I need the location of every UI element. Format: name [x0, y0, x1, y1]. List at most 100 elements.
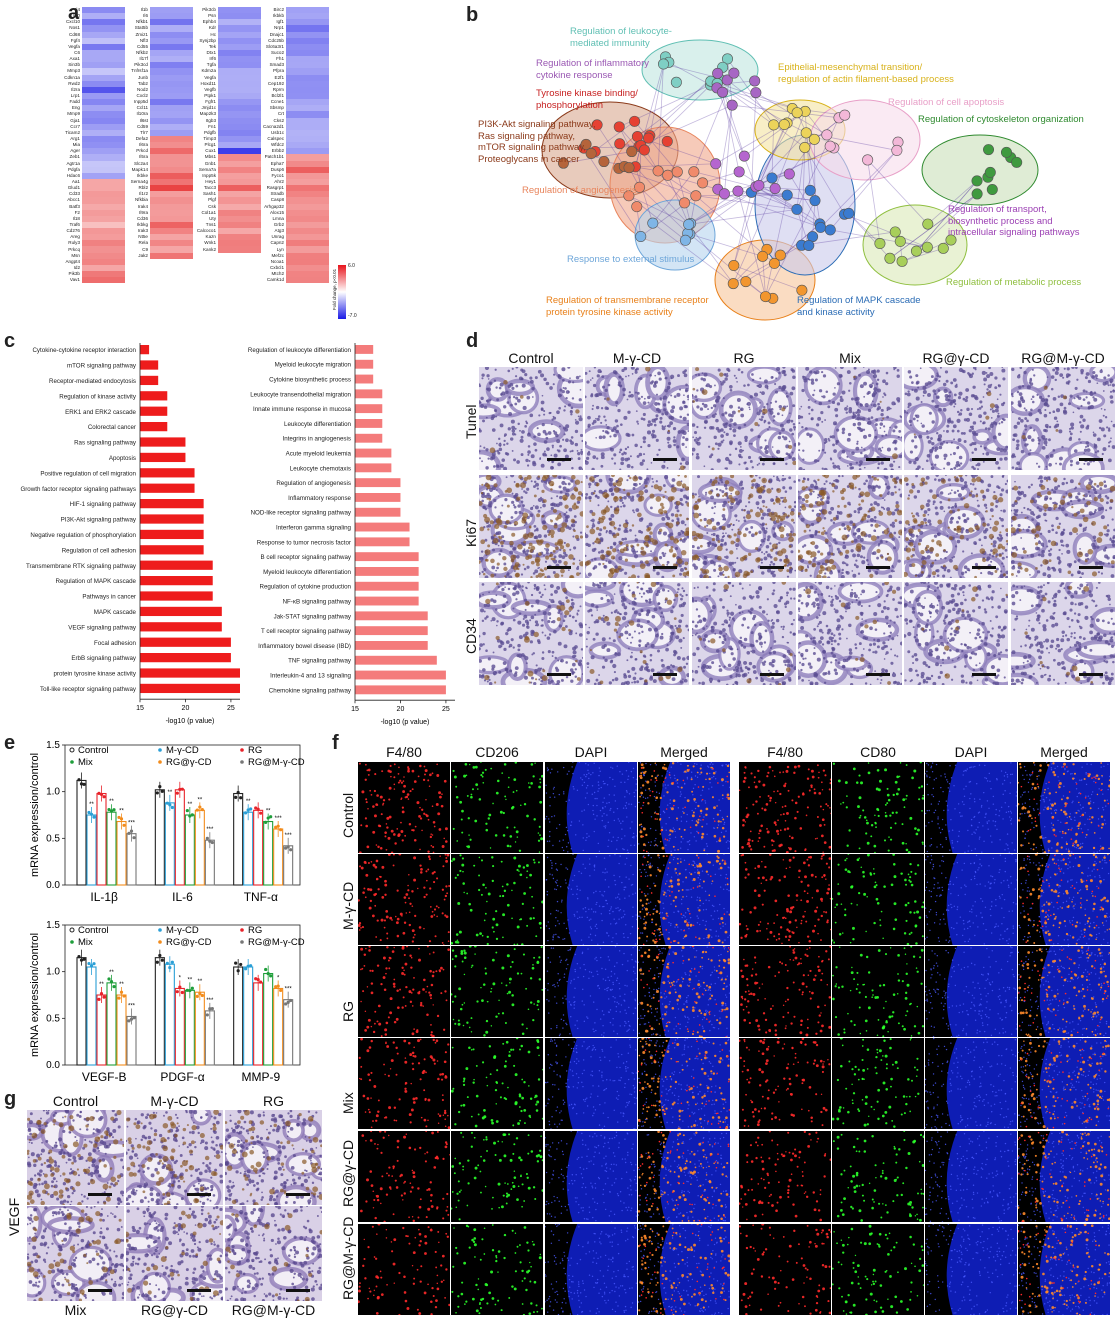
- nucleus: [631, 958, 633, 961]
- nucleus: [1031, 786, 1034, 789]
- nucleus: [1040, 844, 1042, 847]
- nucleus: [1089, 815, 1091, 818]
- signal-spot: [823, 841, 827, 844]
- nucleus: [1038, 775, 1040, 777]
- nucleus: [615, 897, 617, 899]
- nucleus: [661, 826, 663, 828]
- signal-spot: [490, 987, 493, 990]
- signal-spot: [708, 894, 711, 897]
- signal-spot: [697, 804, 700, 808]
- signal-spot: [1073, 887, 1076, 890]
- nucleus: [546, 815, 548, 818]
- signal-spot: [451, 860, 453, 863]
- signal-spot: [1089, 807, 1092, 810]
- heatmap-cell: [82, 178, 125, 186]
- signal-spot: [1064, 832, 1067, 835]
- nucleus: [552, 984, 554, 987]
- nucleus: [624, 863, 626, 865]
- signal-spot: [391, 950, 395, 953]
- nucleus: [664, 997, 666, 999]
- signal-spot: [904, 878, 907, 882]
- heatmap-cell: [218, 68, 261, 75]
- nucleus: [619, 995, 621, 997]
- signal-spot: [393, 776, 396, 779]
- heatmap-row: Pdgfb: [178, 129, 261, 136]
- nucleus: [937, 803, 940, 805]
- nucleus: [604, 868, 607, 870]
- heatmap-row: Sash1: [178, 191, 261, 198]
- nucleus: [651, 921, 653, 924]
- nucleus: [618, 910, 620, 912]
- network-label-line: Regulation of transport,: [948, 204, 1047, 215]
- nucleus: [1012, 901, 1015, 904]
- nucleus: [696, 899, 698, 901]
- nucleus: [1078, 810, 1080, 812]
- x-tick-label: 25: [442, 706, 450, 713]
- signal-spot: [862, 875, 866, 878]
- signal-spot: [393, 946, 395, 949]
- nucleus: [597, 784, 600, 786]
- signal-spot: [652, 932, 656, 935]
- nucleus: [1050, 769, 1053, 771]
- network-node: [809, 195, 821, 207]
- signal-spot: [794, 801, 798, 805]
- nucleus: [729, 786, 730, 789]
- signal-spot: [1034, 820, 1037, 823]
- signal-spot: [520, 804, 522, 807]
- signal-spot: [1086, 888, 1089, 891]
- nucleus: [593, 866, 596, 868]
- heatmap-row: Il17f: [110, 56, 193, 63]
- nucleus: [968, 845, 970, 847]
- heatmap-cell: [150, 49, 193, 57]
- nucleus: [980, 865, 983, 867]
- signal-spot: [771, 844, 774, 846]
- nucleus: [702, 902, 705, 905]
- nucleus: [705, 843, 708, 845]
- nucleus: [663, 864, 665, 866]
- signal-spot: [460, 949, 464, 953]
- signal-spot: [1045, 901, 1048, 903]
- nucleus: [619, 1025, 621, 1027]
- network-label-line: mediated immunity: [570, 37, 650, 49]
- signal-spot: [513, 948, 516, 951]
- signal-spot: [713, 834, 717, 838]
- signal-spot: [915, 832, 919, 836]
- network-node: [769, 183, 781, 195]
- nucleus: [566, 1023, 568, 1026]
- heatmap-row: Zeb1: [42, 154, 125, 161]
- nucleus: [679, 791, 682, 793]
- nucleus: [634, 999, 637, 1002]
- tissue-edge: [925, 854, 958, 945]
- bar: [355, 596, 419, 606]
- signal-spot: [454, 876, 457, 879]
- nucleus: [1019, 926, 1021, 929]
- heatmap-gene-label: Lyn: [276, 246, 284, 252]
- signal-spot: [369, 899, 373, 903]
- nucleus: [626, 969, 628, 972]
- signal-spot: [486, 900, 488, 903]
- network-node: [623, 162, 635, 174]
- signal-spot: [816, 816, 819, 819]
- nucleus: [558, 923, 560, 925]
- nucleus: [929, 776, 931, 779]
- heatmap-cell: [82, 203, 125, 210]
- signal-spot: [401, 806, 404, 809]
- nucleus: [573, 978, 575, 980]
- network-label-line: Regulation of angiogenesis: [522, 185, 637, 196]
- nucleus: [655, 837, 657, 840]
- nucleus: [665, 844, 667, 846]
- heatmap-cell: [286, 19, 329, 26]
- signal-spot: [389, 916, 393, 920]
- nucleus: [1089, 800, 1092, 802]
- nucleus: [603, 857, 606, 859]
- data-point: [205, 836, 209, 840]
- signal-spot: [379, 846, 383, 850]
- nucleus: [609, 776, 611, 779]
- nucleus: [599, 1018, 602, 1020]
- nucleus: [590, 971, 593, 974]
- nucleus: [719, 903, 721, 906]
- nucleus: [1004, 860, 1007, 863]
- network-edge: [668, 61, 711, 86]
- heatmap-gene-label: Kazn: [205, 234, 216, 240]
- heatmap-row: Ptpk1: [178, 92, 261, 100]
